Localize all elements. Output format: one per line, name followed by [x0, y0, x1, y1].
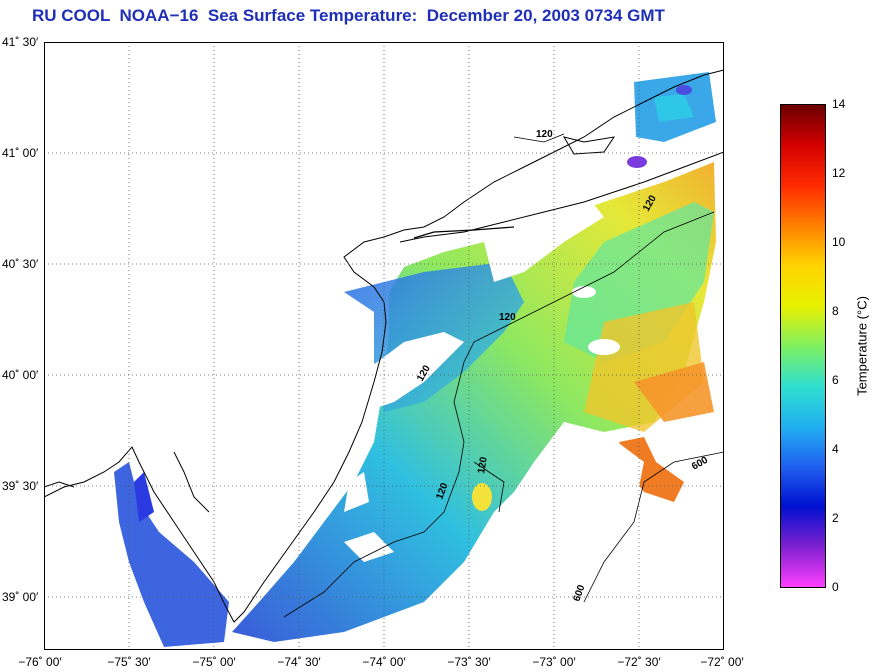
colorbar-tick: 6 [832, 373, 839, 387]
lon-tick-label: −75˚ 00′ [192, 655, 236, 669]
lon-tick-label: −74˚ 00′ [362, 655, 406, 669]
colorbar-tick: 0 [832, 580, 839, 594]
lat-tick-label: 39˚ 00′ [2, 590, 39, 604]
lon-tick-label: −72˚ 30′ [617, 655, 661, 669]
colorbar-tick: 2 [832, 511, 839, 525]
sst-data-layer [114, 72, 716, 647]
lat-tick-label: 40˚ 00′ [2, 368, 39, 382]
map-title: RU COOL NOAA−16 Sea Surface Temperature:… [32, 6, 665, 25]
lat-tick-label: 39˚ 30′ [2, 479, 39, 493]
colorbar-tick: 4 [832, 442, 839, 456]
colorbar-tick: 12 [832, 166, 846, 180]
lon-tick-label: −73˚ 30′ [447, 655, 491, 669]
lon-tick-label: −76˚ 00′ [18, 655, 62, 669]
lon-tick-label: −75˚ 30′ [107, 655, 151, 669]
colorbar-label: Temperature (°C) [854, 296, 870, 396]
sst-map: 120 120 120 120 120 120 600 600 [44, 42, 724, 650]
lon-tick-label: −73˚ 00′ [532, 655, 576, 669]
contour-label: 120 [536, 129, 553, 140]
lat-tick-label: 41˚ 30′ [2, 35, 39, 49]
lat-tick-label: 40˚ 30′ [2, 257, 39, 271]
coastline [44, 69, 724, 623]
colorbar-tick: 8 [832, 304, 839, 318]
lat-tick-label: 41˚ 00′ [2, 146, 39, 160]
contour-label: 120 [499, 312, 516, 323]
colorbar-tick: 10 [832, 235, 846, 249]
lon-tick-label: −74˚ 30′ [277, 655, 321, 669]
colorbar-tick: 14 [832, 97, 846, 111]
lon-tick-label: −72˚ 00′ [700, 655, 744, 669]
contour-label: 120 [476, 456, 490, 475]
graticule [44, 42, 724, 650]
contour-label: 600 [690, 455, 710, 473]
temperature-colorbar [780, 104, 826, 588]
